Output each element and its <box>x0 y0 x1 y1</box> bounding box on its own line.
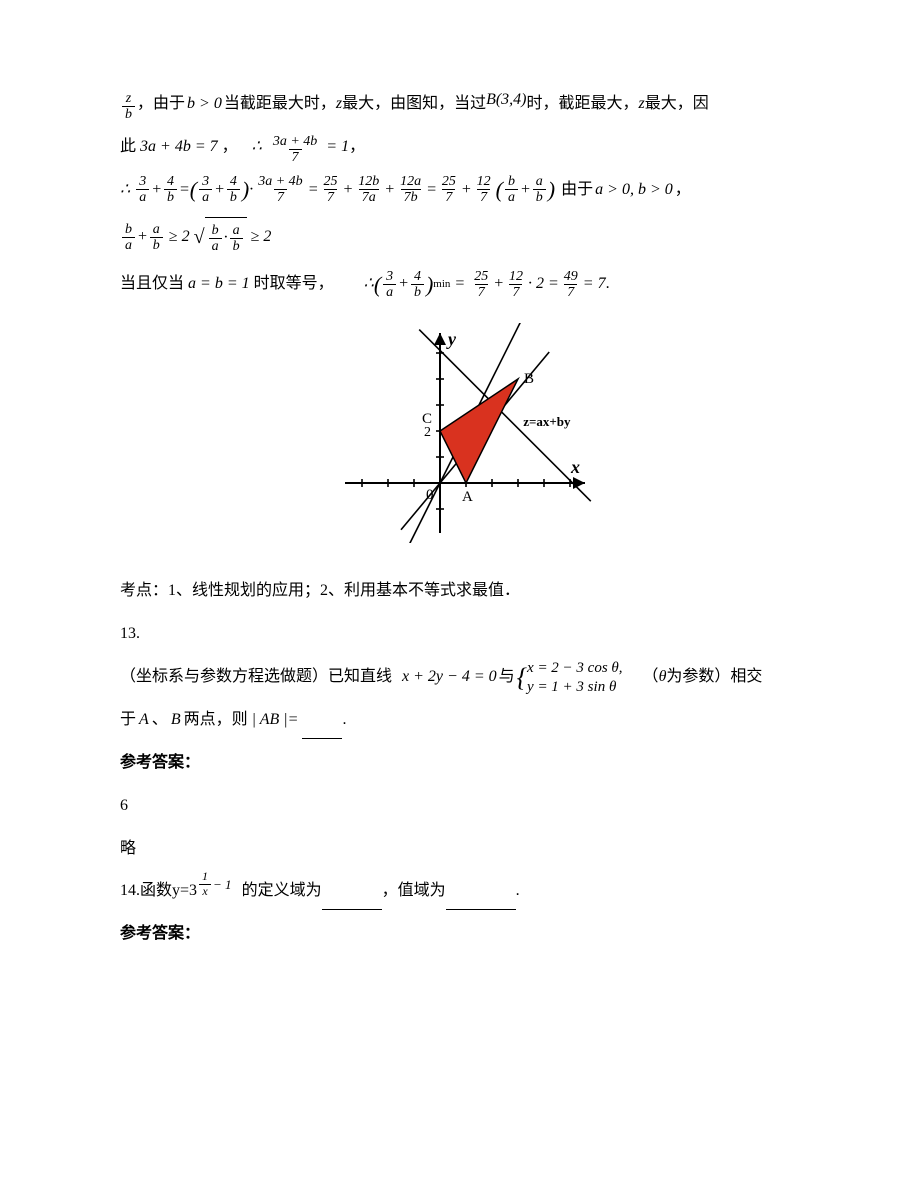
svg-text:B: B <box>524 371 534 387</box>
svg-text:y: y <box>446 329 457 349</box>
q13-param-txt: 为参数）相交 <box>666 659 762 696</box>
solution-line-2: 此 3a + 4b = 7 ， ∴ 3a + 4b 7 = 1 ， <box>120 129 810 166</box>
q14-t3: ，值域为 <box>382 873 446 910</box>
svg-text:2: 2 <box>424 425 431 440</box>
lp-chart: 0 y x 2 A B Cz=ax+by <box>120 323 810 543</box>
q14-t4: . <box>516 873 520 910</box>
answer-13: 6 <box>120 788 810 825</box>
q13-blank <box>302 722 342 739</box>
q14-blank-1 <box>322 893 382 910</box>
frac-z-over-b: zb <box>122 91 135 123</box>
text: 当且仅当 <box>120 266 184 303</box>
solution-line-3: ∴ 3a + 4b = ( 3a + 4b ) · 3a + 4b7 = 257… <box>120 172 810 209</box>
frac-3a4b-7: 3a + 4b 7 <box>270 134 320 166</box>
text: 当截距最大时， <box>224 86 336 123</box>
q13-paren: （ <box>643 659 659 696</box>
text: 由于 <box>561 172 593 209</box>
text: ， <box>222 129 238 166</box>
q13-param-x: x = 2 − 3 cos θ, <box>527 659 623 678</box>
cond-ab-pos: a > 0, b > 0 <box>595 172 673 209</box>
q14-t1: 函数y=3 <box>140 873 197 910</box>
point-B: B(3,4) <box>486 82 526 119</box>
eq-3a4b: 3a + 4b = 7 <box>140 129 218 166</box>
solution-line-4: ba + ab ≥ 2 √ ba · ab ≥ 2 <box>120 214 810 260</box>
text: 此 <box>120 129 136 166</box>
cond-b-gt-0: b > 0 <box>187 86 222 123</box>
q14-blank-2 <box>446 893 516 910</box>
svg-text:0: 0 <box>426 487 434 503</box>
q13-lead: （坐标系与参数方程选做题）已知直线 <box>120 659 392 696</box>
q13-line2: 于 A 、 B 两点，则 | AB |= . <box>120 702 810 739</box>
q13-line-eq: x + 2y − 4 = 0 <box>402 659 497 696</box>
q14: 14. 函数y=3 1 x − 1 的定义域为 ，值域为 . <box>120 873 810 910</box>
svg-text:z=ax+by: z=ax+by <box>523 414 571 429</box>
eq-ab1: a = b = 1 <box>188 266 250 303</box>
eq-eq1: = 1 <box>326 129 349 166</box>
kaodian: 考点：1、线性规划的应用；2、利用基本不等式求最值． <box>120 573 810 610</box>
answer-13-value: 6 <box>120 788 128 825</box>
q13-param-y: y = 1 + 3 sin θ <box>527 678 623 697</box>
q13-AB: | AB |= <box>252 702 299 739</box>
answer-label-1: 参考答案： <box>120 745 810 782</box>
q14-number: 14. <box>120 873 140 910</box>
kaodian-text: 考点：1、线性规划的应用；2、利用基本不等式求最值． <box>120 573 520 610</box>
q13-line1: （坐标系与参数方程选做题）已知直线 x + 2y − 4 = 0 与 { x =… <box>120 659 810 697</box>
lue: 略 <box>120 831 810 868</box>
text: ， <box>349 129 365 166</box>
lp-svg: 0 y x 2 A B Cz=ax+by <box>335 323 595 543</box>
q13-end: . <box>342 702 346 739</box>
q13-A: A <box>139 702 149 739</box>
text: . <box>606 266 610 303</box>
solution-line-5: 当且仅当 a = b = 1 时取等号， ∴ ( 3a + 4b ) min =… <box>120 266 810 303</box>
text: ， <box>675 172 691 209</box>
q13-and: 与 <box>499 659 515 696</box>
text: ，由于 <box>137 86 185 123</box>
q14-t2: 的定义域为 <box>242 873 322 910</box>
theta-symbol: θ <box>659 659 667 696</box>
lue-text: 略 <box>120 831 136 868</box>
answer-label-2: 参考答案： <box>120 916 810 953</box>
answer-label-text: 参考答案： <box>120 745 200 782</box>
q13-l2b: 两点，则 <box>184 702 248 739</box>
q13-B: B <box>171 702 181 739</box>
page-root: zb ，由于 b > 0 当截距最大时， z 最大，由图知，当过 B(3,4) … <box>0 0 920 1039</box>
svg-text:x: x <box>570 457 580 477</box>
q13-number: 13. <box>120 616 140 653</box>
text: 时，截距最大， <box>527 86 639 123</box>
text: 最大，由图知，当过 <box>342 86 486 123</box>
text: 时取等号， <box>254 266 334 303</box>
svg-text:C: C <box>422 411 432 427</box>
q13-l2a: 于 <box>120 702 136 739</box>
text: 最大，因 <box>645 86 709 123</box>
q13-num: 13. <box>120 616 810 653</box>
answer-label-text-2: 参考答案： <box>120 916 200 953</box>
svg-text:A: A <box>462 489 473 505</box>
solution-line-1: zb ，由于 b > 0 当截距最大时， z 最大，由图知，当过 B(3,4) … <box>120 86 810 123</box>
q13-dot: 、 <box>152 702 168 739</box>
